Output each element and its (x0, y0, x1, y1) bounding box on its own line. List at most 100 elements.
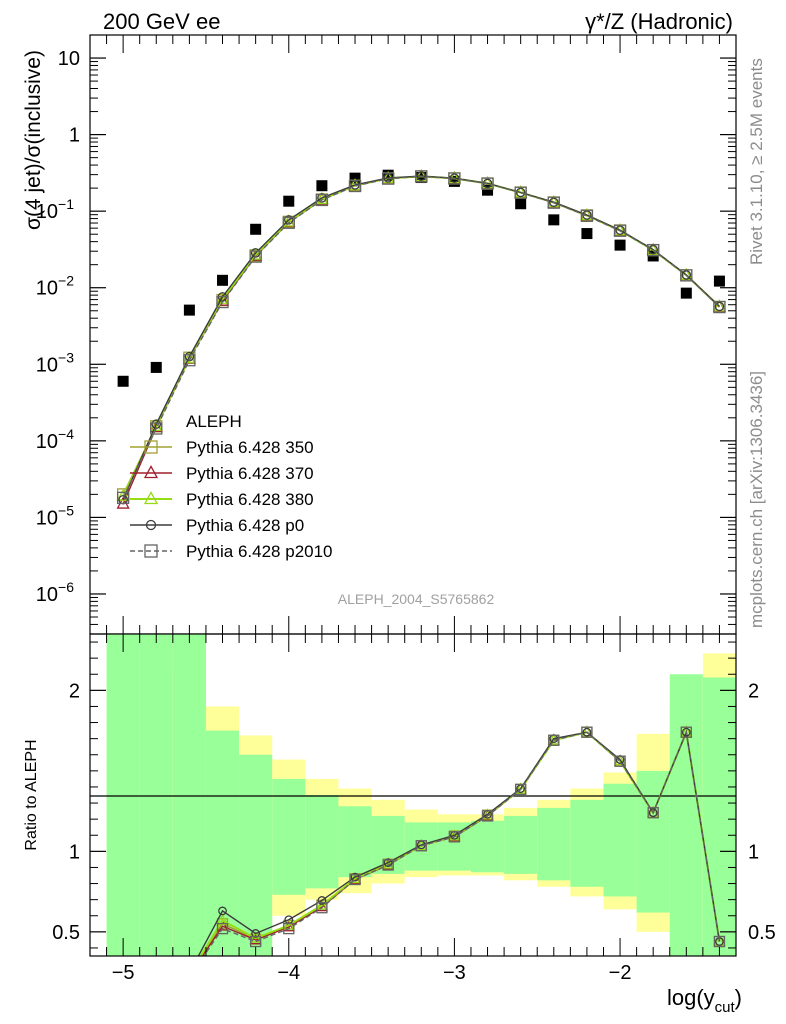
aleph-data-point (183, 304, 195, 316)
series-marker-p0 (449, 173, 460, 183)
aleph-data-point (581, 228, 593, 240)
ratio-marker-p2010 (581, 726, 593, 738)
inner-band-bin (139, 634, 173, 956)
series-marker-p2010 (183, 354, 196, 367)
aleph-data-point (680, 287, 692, 299)
series-marker-p0 (515, 187, 526, 198)
inner-band-bin (106, 634, 140, 956)
legend-label-p0: Pythia 6.428 p0 (186, 516, 304, 535)
data-points (117, 169, 725, 387)
legend-marker-p350 (144, 440, 158, 454)
ratio-panel: 0.5 0.5 1 1 2 2 −5 −4 −3 −2 Ratio to ALEPH log(yc… (23, 633, 776, 1016)
legend-label-aleph: ALEPH (186, 412, 242, 431)
ratio-marker-p0 (350, 872, 360, 882)
ratio-marker-p2010 (382, 859, 394, 871)
legend-marker-p2010 (144, 544, 158, 558)
aleph-data-point (415, 172, 427, 184)
ratio-marker-p2010 (448, 831, 461, 843)
series-marker-p2010 (216, 295, 229, 309)
series-line-p2010 (122, 175, 720, 499)
ratio-y-tick-label-left: 2 (69, 680, 80, 702)
legend-marker-p380 (143, 491, 159, 505)
series-marker-p0 (648, 244, 658, 255)
inner-band-bin (636, 770, 670, 913)
series-marker-p2010 (448, 172, 461, 185)
side-label-top: Rivet 3.1.10, ≥ 2.5M events (747, 58, 766, 265)
y-tick-label: 10−4 (36, 426, 74, 453)
ratio-marker-p0 (383, 858, 393, 868)
ratio-marker-p2010 (548, 734, 560, 746)
inner-band-bin (338, 806, 372, 878)
series-marker-p2010 (647, 243, 660, 257)
series-marker-p380 (149, 418, 163, 432)
y-tick-label: 1 (69, 125, 80, 147)
aleph-data-point (217, 274, 229, 286)
ratio-marker-p380 (216, 913, 229, 925)
series-marker-p2010 (580, 209, 594, 222)
ratio-series (197, 725, 726, 956)
x-tick-label: −4 (277, 962, 300, 984)
ratio-marker-p2010 (216, 922, 229, 935)
ratio-marker-p2010 (349, 873, 361, 886)
series-marker-p2010 (315, 193, 329, 207)
inner-band-bin (172, 634, 206, 956)
ratio-frame (89, 633, 737, 957)
ratio-marker-p2010 (713, 935, 726, 948)
y-tick-label: 10 (58, 48, 80, 70)
inner-band-bin (305, 795, 339, 889)
inner-band-bin (669, 674, 703, 956)
ratio-marker-p2010 (283, 922, 295, 935)
ratio-marker-p380 (315, 898, 328, 910)
ratio-marker-p380 (481, 808, 494, 820)
ratio-y-tick-label-left: 0.5 (52, 922, 80, 944)
series-marker-p2010 (613, 224, 627, 237)
watermark: ALEPH_2004_S5765862 (338, 591, 495, 607)
y-tick-label: 10−5 (36, 502, 74, 529)
aleph-data-point (283, 195, 295, 207)
main-y-axis-label: σ(4 jet)/σ(inclusive) (22, 50, 45, 230)
aleph-data-point (614, 239, 626, 251)
ratio-marker-p2010 (415, 840, 427, 852)
aleph-data-point (548, 214, 560, 226)
ratio-y-axis-label: Ratio to ALEPH (23, 739, 40, 850)
mc-series (116, 168, 727, 509)
aleph-data-point (713, 275, 725, 287)
inner-band-bin (537, 807, 571, 881)
y-tick-label: 10−3 (36, 349, 74, 376)
ratio-marker-p2010 (680, 726, 692, 738)
series-marker-p2010 (249, 250, 262, 263)
ratio-line-p2010 (202, 729, 721, 956)
ratio-marker-p0 (251, 929, 261, 938)
aleph-data-point (382, 169, 394, 181)
series-marker-p0 (549, 197, 559, 207)
series-marker-p2010 (415, 170, 428, 183)
series-marker-p0 (151, 419, 162, 429)
aleph-data-point (117, 375, 129, 387)
ratio-marker-p370 (249, 933, 262, 945)
legend-marker-p370 (143, 465, 159, 479)
series-marker-p2010 (680, 269, 693, 282)
series-marker-p2010 (547, 196, 560, 209)
legend-label-p350: Pythia 6.428 350 (186, 438, 314, 457)
aleph-data-point (316, 180, 328, 192)
inner-band-bin (272, 778, 306, 895)
header-left: 200 GeV ee (103, 9, 220, 34)
ratio-marker-p2010 (614, 755, 626, 767)
legend-label-p380: Pythia 6.428 380 (186, 490, 314, 509)
ratio-y-tick-label-left: 1 (69, 841, 80, 863)
aleph-data-point (482, 184, 494, 196)
x-tick-label: −3 (443, 962, 466, 984)
series-marker-p0 (416, 171, 427, 181)
legend: ALEPH Pythia 6.428 350 Pythia 6.428 370 Pyt… (130, 412, 333, 561)
x-tick-label: −5 (112, 962, 135, 984)
series-marker-p2010 (150, 422, 163, 435)
side-label-bottom: mcplots.cern.ch [arXiv:1306.3436] (747, 371, 766, 628)
inner-band-bin (504, 815, 538, 874)
series-marker-p2010 (348, 179, 362, 193)
inner-band-bin (470, 820, 505, 873)
aleph-data-point (349, 172, 361, 184)
ratio-y-tick-label-right: 1 (748, 841, 759, 863)
x-axis-label: log(ycut) (667, 985, 742, 1016)
